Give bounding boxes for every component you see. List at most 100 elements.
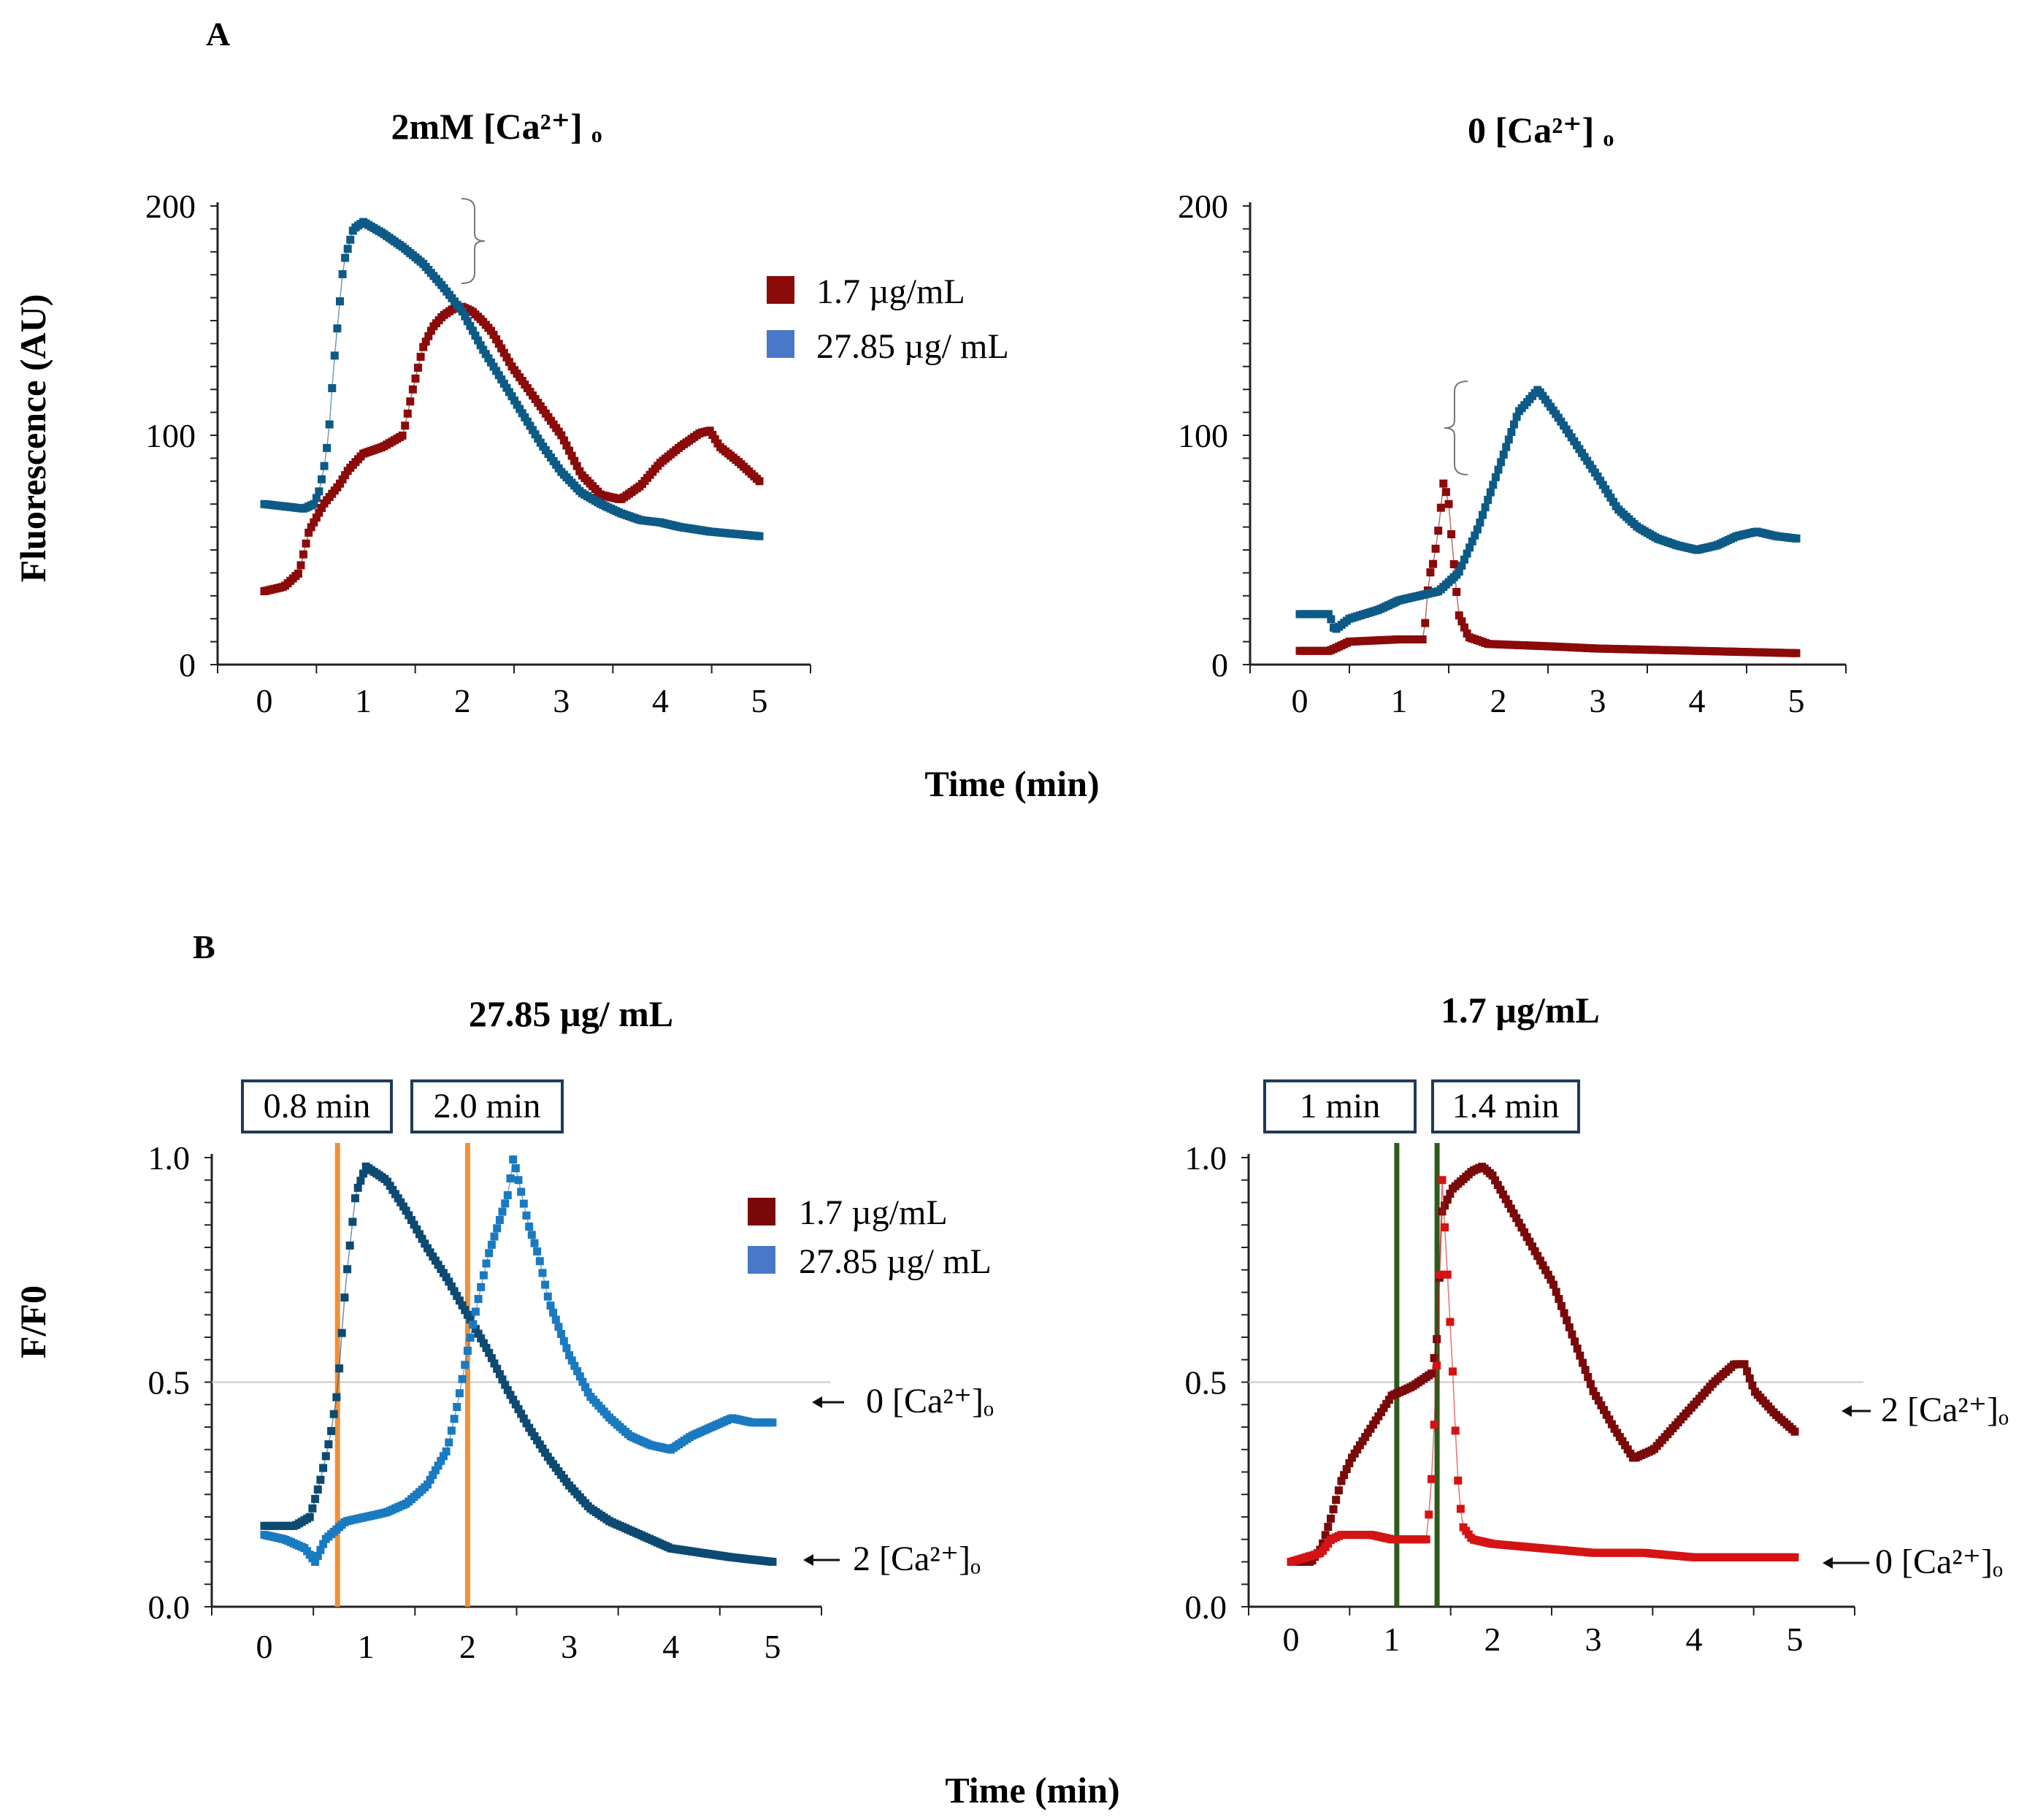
data-point: [565, 1351, 574, 1360]
data-point: [469, 326, 477, 335]
data-point: [490, 1232, 499, 1241]
data-point: [1576, 1351, 1585, 1360]
data-point: [466, 1315, 475, 1324]
data-point: [554, 1323, 563, 1331]
data-point: [511, 1400, 520, 1409]
data-point: [424, 1480, 432, 1489]
data-point: [1509, 1209, 1518, 1217]
data-point: [477, 1282, 486, 1291]
data-point: [538, 1269, 547, 1277]
data-point: [294, 569, 302, 578]
data-point: [1446, 1190, 1455, 1198]
data-point: [1366, 1424, 1375, 1433]
data-point: [567, 1356, 576, 1365]
data-point: [318, 504, 326, 512]
data-point: [519, 1199, 528, 1208]
data-point: [424, 332, 433, 340]
data-point: [337, 1328, 346, 1337]
y-tick-label: 0.0: [1185, 1588, 1227, 1626]
data-point: [1552, 1288, 1560, 1296]
series-line: [1300, 389, 1797, 630]
data-point: [557, 431, 566, 440]
data-point: [345, 1241, 354, 1250]
data-point: [1621, 1441, 1630, 1450]
data-point: [341, 253, 350, 262]
data-point: [755, 477, 764, 486]
data-point: [485, 1249, 494, 1258]
data-point: [316, 1475, 325, 1484]
data-point: [338, 269, 347, 278]
data-point: [1504, 1199, 1513, 1208]
arrow-b1-bottom-label: 2 [Ca²⁺]ₒ: [853, 1540, 981, 1578]
data-point: [328, 384, 337, 392]
data-point: [1443, 1196, 1452, 1204]
data-point: [302, 539, 310, 548]
data-point: [538, 1445, 547, 1453]
data-point: [567, 451, 576, 460]
data-point: [315, 487, 323, 496]
data-point: [310, 500, 318, 508]
data-point: [517, 1410, 526, 1418]
ylabel-b: F/F0: [12, 1285, 53, 1358]
data-point: [396, 1198, 405, 1207]
data-point: [535, 1257, 544, 1266]
data-point: [437, 1265, 445, 1273]
data-point: [1541, 1266, 1550, 1274]
data-point: [521, 413, 529, 421]
y-tick-label: 0: [1211, 646, 1228, 684]
data-point: [1441, 1223, 1449, 1231]
data-point: [1476, 518, 1484, 527]
box-b2-2-label: 1.4 min: [1452, 1087, 1560, 1125]
data-point: [343, 245, 352, 253]
data-point: [333, 324, 342, 333]
data-point: [1507, 428, 1516, 436]
x-tick-label: 5: [1788, 682, 1805, 719]
data-point: [1530, 1247, 1539, 1255]
title-a-left: 2mM [Ca²⁺] ₒ: [391, 106, 602, 147]
data-point: [505, 358, 513, 367]
data-point: [447, 1282, 456, 1291]
data-point: [479, 345, 488, 354]
data-point: [481, 350, 490, 359]
arrow-b1-bottom: 2 [Ca²⁺]ₒ: [803, 1540, 981, 1578]
data-point: [1533, 1252, 1542, 1261]
data-point: [535, 1440, 544, 1449]
data-point: [1605, 1415, 1614, 1424]
data-point: [493, 1364, 502, 1373]
data-point: [1557, 1301, 1566, 1310]
data-point: [437, 1456, 445, 1465]
data-point: [1441, 1201, 1449, 1210]
data-point: [1497, 458, 1506, 467]
data-point: [445, 1438, 453, 1447]
box-b1-2: 2.0 min: [410, 1079, 564, 1133]
data-point: [1743, 1367, 1752, 1376]
chart-a-left: 0 1 2 3 4 5 0 100 200: [145, 188, 811, 719]
series-line: [264, 1166, 773, 1563]
data-point: [1436, 503, 1445, 512]
data-point: [523, 417, 532, 426]
data-point: [1435, 1270, 1444, 1279]
data-point: [513, 400, 521, 409]
data-point: [1512, 413, 1521, 421]
data-point: [307, 523, 315, 532]
y-tick-label: 200: [1178, 188, 1228, 225]
data-point: [495, 1216, 504, 1224]
data-point: [557, 1330, 566, 1338]
data-point: [1441, 488, 1450, 497]
data-point: [1332, 1496, 1341, 1504]
data-point: [429, 1253, 437, 1261]
data-point: [415, 1230, 424, 1239]
data-point: [1606, 493, 1615, 502]
box-b1-1-label: 0.8 min: [264, 1087, 371, 1125]
xlabel-b: Time (min): [945, 1770, 1119, 1811]
data-point: [310, 518, 318, 527]
data-point: [386, 1182, 394, 1190]
legend-a-label-1: 1.7 µg/mL: [816, 272, 965, 311]
data-point: [426, 326, 435, 335]
data-point: [551, 1315, 560, 1324]
data-point: [1491, 473, 1500, 481]
data-point: [463, 1347, 472, 1355]
data-point: [502, 353, 511, 362]
data-point: [391, 1190, 399, 1198]
data-point: [439, 1269, 448, 1277]
